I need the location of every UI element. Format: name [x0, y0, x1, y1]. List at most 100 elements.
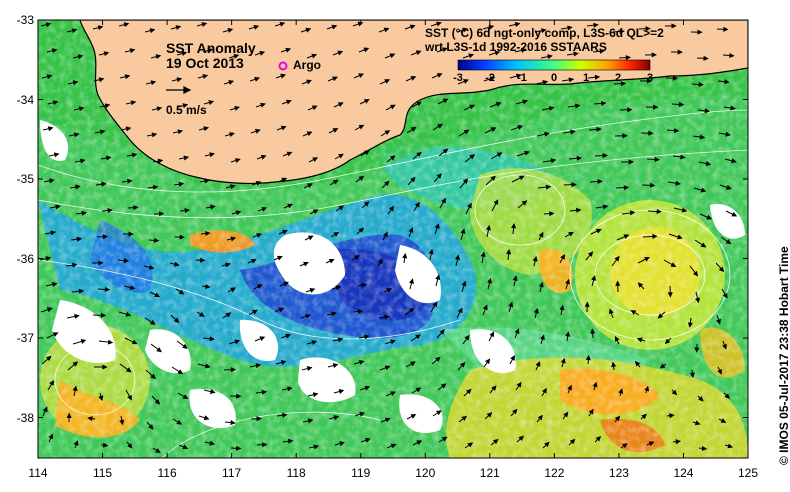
- current-arrow-head: [333, 415, 340, 421]
- current-arrow-head: [664, 338, 671, 345]
- current-arrow-head: [532, 255, 538, 262]
- current-arrow-head: [306, 366, 313, 372]
- current-arrow-head: [585, 354, 591, 361]
- current-arrow-head: [653, 104, 659, 110]
- current-arrow-head: [150, 373, 156, 380]
- current-arrow-head: [287, 386, 293, 392]
- current-arrow-head: [338, 205, 345, 211]
- current-arrow-head: [52, 100, 59, 106]
- current-arrow-head: [410, 361, 416, 367]
- current-arrow-head: [490, 127, 497, 132]
- current-arrow-head: [516, 73, 522, 79]
- current-arrow-head: [149, 28, 156, 34]
- current-arrow-head: [129, 285, 136, 291]
- current-arrow-head: [256, 233, 263, 238]
- current-arrow-head: [620, 81, 627, 87]
- current-arrow-head: [130, 100, 137, 106]
- current-arrow-head: [307, 418, 314, 424]
- current-arrow-head: [281, 177, 288, 183]
- current-arrow-head: [614, 335, 620, 342]
- current-arrow-head: [567, 25, 573, 31]
- current-arrow-head: [225, 262, 231, 268]
- current-arrow-head: [204, 363, 211, 369]
- current-arrow-head: [156, 106, 163, 112]
- current-arrow-head: [364, 334, 370, 340]
- current-arrow-head: [608, 308, 614, 315]
- current-arrow-head: [568, 231, 574, 237]
- current-arrow-head: [331, 24, 338, 30]
- current-arrow-head: [183, 155, 190, 161]
- current-arrow-head: [76, 236, 83, 242]
- current-arrow-head: [230, 367, 237, 373]
- current-arrow-head: [50, 230, 57, 236]
- credit-text: © IMOS 05-Jul-2017 23:38 Hobart Time: [777, 246, 790, 465]
- current-arrow-head: [574, 103, 581, 109]
- current-arrow-head: [467, 202, 472, 209]
- current-arrow-head: [153, 237, 160, 243]
- current-arrow-head: [235, 210, 242, 216]
- current-arrow-head: [303, 261, 309, 267]
- current-arrow-head: [155, 448, 161, 454]
- current-arrow-head: [614, 255, 620, 262]
- current-arrow-head: [46, 74, 53, 80]
- longitude-tick-label: 123: [608, 466, 629, 480]
- current-arrow-head: [627, 107, 633, 113]
- current-arrow-head: [619, 28, 625, 35]
- current-arrow-head: [390, 443, 397, 449]
- current-arrow-head: [597, 178, 603, 185]
- current-arrow-head: [495, 102, 502, 107]
- current-arrow-head: [731, 211, 738, 217]
- current-arrow-head: [235, 445, 242, 451]
- current-arrow-head: [533, 307, 539, 314]
- current-arrow-head: [384, 130, 391, 136]
- current-arrow-head: [544, 131, 550, 137]
- product-reference: wrt L3S-1d 1992-2016 SSTAARS: [425, 40, 607, 54]
- current-arrow-head: [210, 204, 216, 210]
- argo-marker-icon: [278, 61, 288, 71]
- current-arrow-head: [45, 256, 52, 262]
- current-arrow-head: [544, 441, 550, 448]
- current-arrow-head: [630, 310, 637, 315]
- current-vectors: [39, 21, 738, 454]
- current-arrow-head: [671, 389, 678, 396]
- current-arrow-head: [119, 419, 125, 426]
- current-arrow-head: [514, 22, 521, 27]
- current-arrow-head: [730, 105, 736, 111]
- current-arrow-head: [494, 50, 501, 56]
- latitude-tick-label: -36: [16, 251, 34, 266]
- current-arrow-head: [261, 389, 268, 395]
- current-arrow-head: [416, 440, 423, 445]
- current-arrow-head: [489, 331, 495, 338]
- longitude-tick-label: 124: [673, 466, 694, 480]
- current-arrow-head: [722, 292, 728, 299]
- current-arrow-head: [332, 128, 339, 133]
- current-arrow-head: [414, 201, 420, 208]
- current-arrow-head: [177, 129, 184, 135]
- current-arrow-head: [699, 134, 706, 140]
- current-arrow-head: [667, 292, 673, 298]
- current-arrow-head: [644, 256, 650, 262]
- current-arrow-head: [435, 356, 441, 363]
- current-arrow-head: [706, 214, 713, 220]
- current-arrow-head: [178, 289, 185, 295]
- longitude-tick-label: 114: [28, 466, 48, 480]
- current-arrow-head: [46, 307, 53, 313]
- current-arrow-head: [672, 75, 679, 81]
- current-arrow-head: [565, 331, 571, 337]
- current-arrow-head: [45, 355, 52, 362]
- current-arrow-head: [311, 340, 318, 345]
- current-arrow-head: [389, 104, 396, 110]
- current-arrow-head: [384, 417, 391, 423]
- current-arrow-head: [131, 152, 138, 158]
- current-arrow-head: [256, 416, 262, 422]
- current-arrow-head: [384, 314, 390, 320]
- current-arrow-head: [361, 282, 367, 288]
- current-arrow-head: [602, 153, 608, 159]
- current-arrow-head: [78, 106, 85, 112]
- current-arrow-head: [312, 157, 319, 162]
- current-arrow-head: [255, 181, 262, 186]
- latitude-tick-label: -33: [16, 13, 34, 27]
- current-arrow-head: [468, 53, 475, 59]
- current-arrow-head: [622, 133, 628, 139]
- current-arrow-head: [72, 80, 79, 86]
